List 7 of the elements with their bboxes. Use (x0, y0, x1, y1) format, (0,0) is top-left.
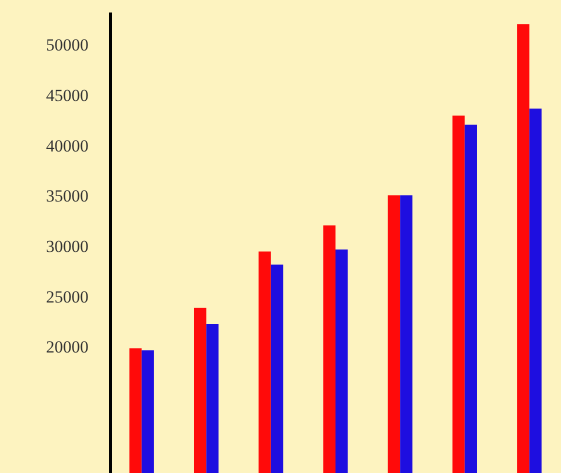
y-tick-label: 40000 (46, 136, 88, 156)
y-tick-label: 35000 (46, 186, 88, 206)
y-tick-label: 25000 (46, 287, 88, 306)
y-tick-label: 45000 (46, 86, 88, 106)
y-tick-label: 50000 (46, 36, 88, 55)
y-tick-label: 30000 (46, 237, 88, 256)
y-tick-label: 20000 (46, 338, 88, 357)
